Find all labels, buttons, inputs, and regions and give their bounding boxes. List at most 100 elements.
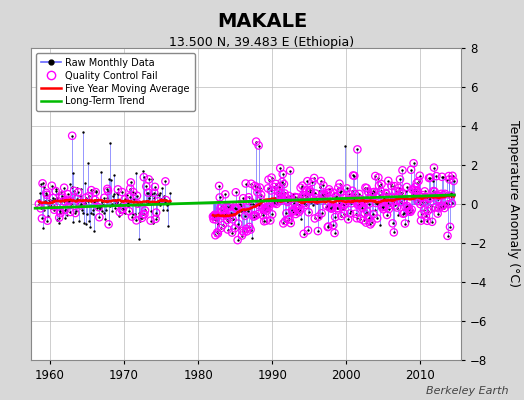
Point: [147, 208, 156, 214]
Point: [300, 231, 308, 237]
Point: [52, 195, 61, 201]
Point: [281, 194, 290, 200]
Point: [235, 212, 243, 218]
Point: [150, 190, 158, 196]
Point: [217, 203, 226, 209]
Point: [301, 202, 310, 208]
Point: [154, 198, 162, 204]
Point: [212, 216, 220, 223]
Point: [403, 203, 411, 210]
Point: [409, 160, 418, 166]
Point: [119, 206, 128, 212]
Point: [367, 192, 375, 198]
Point: [391, 202, 399, 209]
Point: [285, 193, 293, 199]
Point: [104, 221, 113, 228]
Point: [92, 187, 101, 194]
Point: [255, 202, 264, 209]
Point: [316, 184, 324, 190]
Point: [304, 209, 313, 216]
Point: [69, 219, 77, 226]
Point: [250, 183, 259, 189]
Point: [48, 182, 56, 189]
Point: [253, 184, 261, 190]
Point: [257, 192, 265, 198]
Point: [140, 211, 149, 218]
Point: [357, 203, 366, 210]
Point: [364, 188, 372, 195]
Point: [155, 192, 163, 198]
Point: [82, 194, 90, 201]
Point: [110, 191, 118, 197]
Point: [443, 177, 451, 183]
Point: [274, 193, 282, 199]
Point: [352, 198, 361, 204]
Point: [162, 202, 171, 208]
Point: [58, 195, 66, 201]
Point: [288, 208, 297, 215]
Point: [342, 194, 351, 201]
Point: [305, 188, 313, 195]
Point: [244, 197, 253, 204]
Point: [436, 193, 444, 199]
Point: [270, 184, 278, 190]
Point: [305, 187, 314, 193]
Point: [138, 215, 146, 221]
Point: [148, 176, 157, 183]
Point: [326, 189, 334, 195]
Point: [375, 182, 383, 189]
Point: [134, 200, 142, 207]
Point: [287, 220, 295, 226]
Point: [163, 222, 172, 229]
Point: [345, 199, 353, 206]
Point: [295, 202, 303, 208]
Point: [294, 206, 302, 212]
Point: [75, 218, 83, 224]
Point: [283, 199, 292, 205]
Point: [290, 200, 299, 206]
Point: [367, 219, 376, 226]
Point: [45, 197, 53, 203]
Point: [239, 195, 247, 202]
Point: [231, 204, 239, 211]
Point: [85, 193, 93, 199]
Point: [423, 208, 432, 214]
Point: [55, 214, 63, 221]
Point: [246, 226, 255, 233]
Point: [355, 191, 364, 197]
Point: [352, 210, 360, 217]
Point: [387, 183, 396, 189]
Point: [321, 192, 330, 198]
Point: [104, 188, 112, 194]
Point: [215, 194, 224, 201]
Point: [61, 215, 69, 221]
Point: [259, 212, 267, 218]
Point: [436, 204, 445, 210]
Point: [151, 216, 160, 222]
Point: [358, 205, 366, 211]
Point: [447, 192, 455, 199]
Point: [332, 194, 341, 200]
Point: [49, 195, 57, 201]
Point: [44, 213, 52, 219]
Point: [318, 192, 326, 198]
Point: [412, 180, 421, 186]
Point: [390, 229, 398, 236]
Point: [50, 206, 59, 213]
Point: [225, 214, 234, 221]
Point: [114, 186, 122, 192]
Point: [40, 184, 49, 190]
Point: [347, 200, 355, 206]
Text: MAKALE: MAKALE: [217, 12, 307, 31]
Point: [311, 190, 320, 197]
Point: [131, 190, 139, 196]
Point: [381, 190, 390, 196]
Point: [259, 212, 267, 218]
Point: [269, 199, 277, 206]
Point: [277, 193, 286, 200]
Point: [55, 214, 63, 221]
Point: [434, 196, 442, 202]
Point: [302, 194, 311, 201]
Point: [146, 192, 154, 198]
Point: [222, 204, 231, 210]
